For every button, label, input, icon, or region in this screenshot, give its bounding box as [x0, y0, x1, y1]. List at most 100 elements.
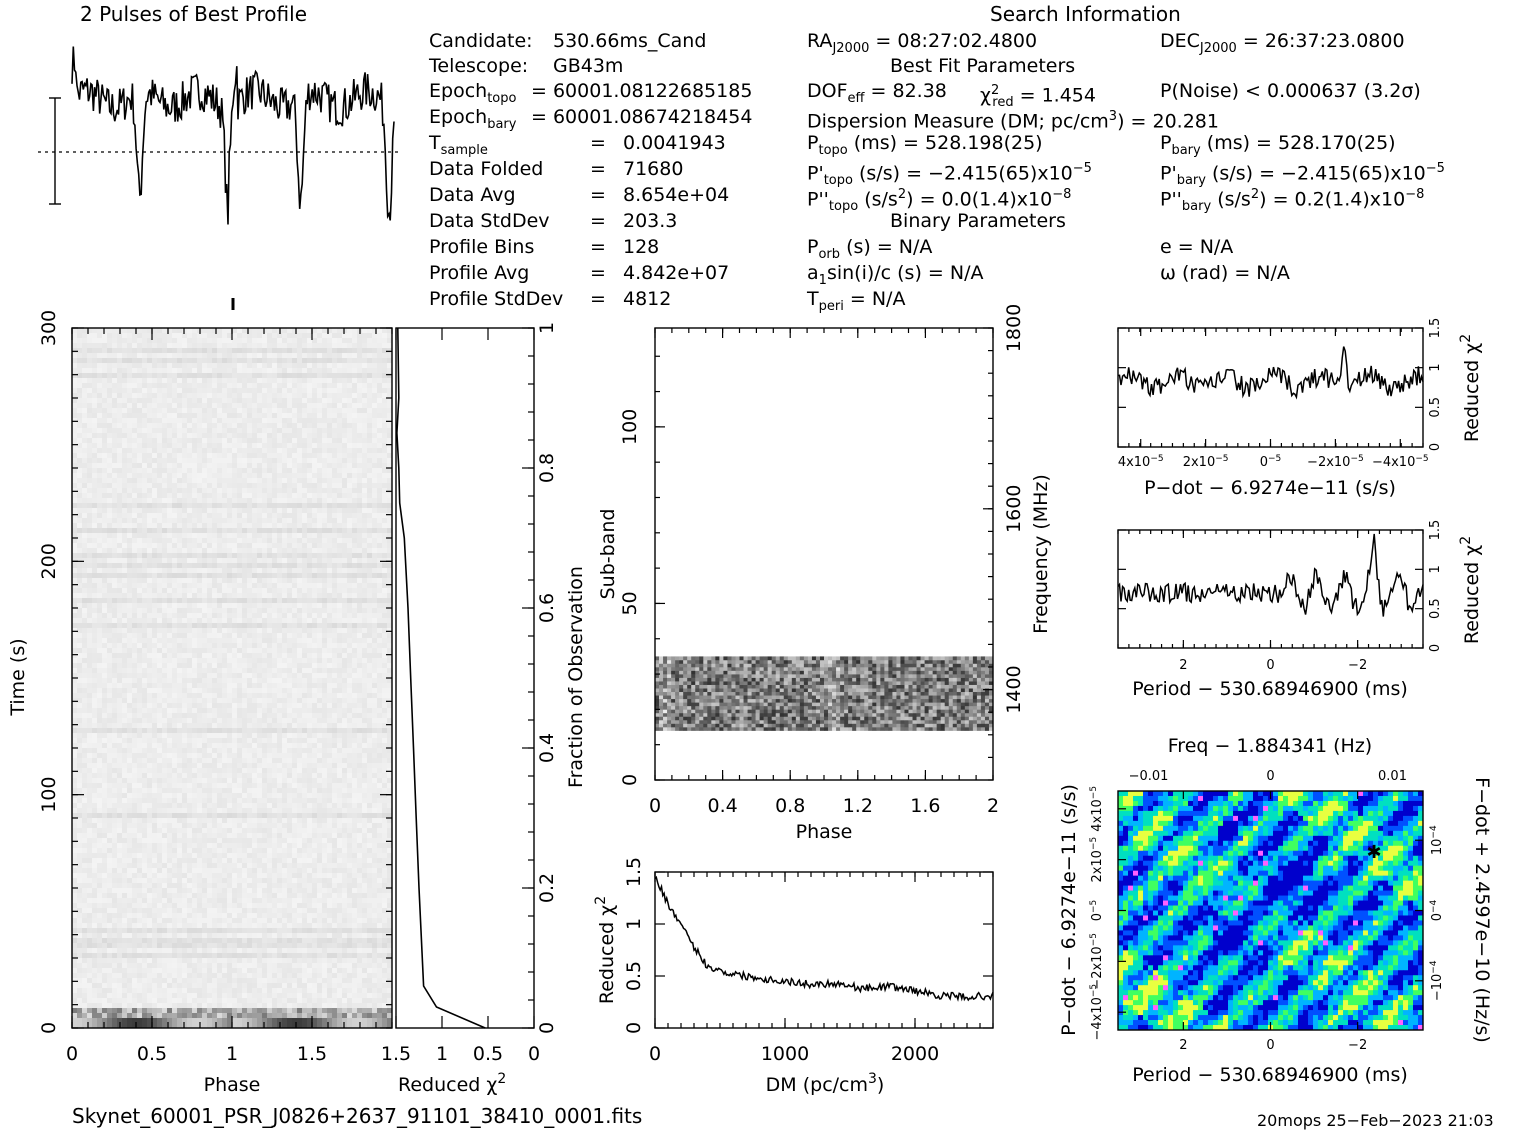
- time-phase-cell: [172, 368, 178, 374]
- time-phase-cell: [207, 558, 213, 564]
- time-phase-cell: [367, 508, 373, 514]
- ptopo-text: Ptopo (ms) = 528.198(25): [807, 132, 1043, 158]
- time-phase-cell: [187, 403, 193, 409]
- time-phase-cell: [112, 548, 118, 554]
- time-phase-cell: [147, 363, 153, 369]
- time-phase-cell: [117, 608, 123, 614]
- time-phase-cell: [167, 448, 173, 454]
- time-phase-cell: [222, 438, 228, 444]
- time-phase-cell: [92, 598, 98, 604]
- time-phase-cell: [282, 693, 288, 699]
- time-phase-cell: [207, 668, 213, 674]
- time-phase-cell: [367, 348, 373, 354]
- time-phase-cell: [177, 368, 183, 374]
- time-phase-cell: [297, 358, 303, 364]
- time-phase-cell: [197, 618, 203, 624]
- time-phase-cell: [312, 583, 318, 589]
- time-phase-cell: [102, 668, 108, 674]
- time-phase-cell: [112, 653, 118, 659]
- time-phase-cell: [182, 603, 188, 609]
- time-phase-cell: [197, 678, 203, 684]
- time-phase-cell: [337, 413, 343, 419]
- time-phase-cell: [182, 453, 188, 459]
- time-phase-cell: [332, 648, 338, 654]
- time-phase-cell: [277, 428, 283, 434]
- time-phase-cell: [212, 453, 218, 459]
- time-phase-cell: [317, 408, 323, 414]
- binary-title: Binary Parameters: [890, 210, 1066, 232]
- time-phase-cell: [342, 523, 348, 529]
- time-phase-cell: [97, 353, 103, 359]
- time-phase-cell: [282, 443, 288, 449]
- time-phase-cell: [272, 453, 278, 459]
- time-phase-cell: [202, 343, 208, 349]
- time-phase-cell: [97, 428, 103, 434]
- time-phase-cell: [87, 608, 93, 614]
- time-phase-cell: [117, 563, 123, 569]
- time-phase-cell: [292, 413, 298, 419]
- time-phase-cell: [332, 658, 338, 664]
- time-phase-cell: [182, 638, 188, 644]
- time-phase-cell: [232, 553, 238, 559]
- time-phase-cell: [212, 518, 218, 524]
- time-phase-cell: [187, 378, 193, 384]
- time-phase-cell: [167, 443, 173, 449]
- time-phase-cell: [132, 673, 138, 679]
- time-phase-cell: [187, 373, 193, 379]
- time-phase-cell: [382, 523, 388, 529]
- time-phase-cell: [347, 423, 353, 429]
- time-phase-cell: [297, 378, 303, 384]
- time-phase-cell: [347, 398, 353, 404]
- time-phase-cell: [282, 343, 288, 349]
- time-phase-cell: [232, 668, 238, 674]
- time-phase-cell: [222, 553, 228, 559]
- time-phase-cell: [297, 518, 303, 524]
- time-phase-cell: [312, 663, 318, 669]
- time-phase-cell: [372, 443, 378, 449]
- time-phase-cell: [172, 478, 178, 484]
- time-phase-cell: [372, 558, 378, 564]
- time-phase-cell: [347, 333, 353, 339]
- time-phase-cell: [267, 523, 273, 529]
- time-phase-cell: [192, 668, 198, 674]
- time-phase-cell: [82, 693, 88, 699]
- time-phase-cell: [237, 493, 243, 499]
- time-phase-cell: [102, 423, 108, 429]
- time-phase-cell: [77, 463, 83, 469]
- time-phase-cell: [172, 623, 178, 629]
- time-phase-cell: [187, 568, 193, 574]
- time-phase-cell: [292, 428, 298, 434]
- time-phase-cell: [222, 463, 228, 469]
- time-phase-cell: [307, 563, 313, 569]
- time-phase-cell: [77, 428, 83, 434]
- time-phase-cell: [322, 418, 328, 424]
- time-phase-cell: [312, 528, 318, 534]
- time-phase-cell: [77, 633, 83, 639]
- time-phase-cell: [192, 653, 198, 659]
- time-phase-cell: [212, 538, 218, 544]
- time-phase-cell: [322, 603, 328, 609]
- time-phase-cell: [152, 543, 158, 549]
- time-phase-cell: [307, 418, 313, 424]
- time-phase-cell: [297, 338, 303, 344]
- time-phase-cell: [207, 463, 213, 469]
- time-phase-cell: [187, 678, 193, 684]
- time-phase-cell: [197, 483, 203, 489]
- time-phase-cell: [122, 513, 128, 519]
- time-phase-cell: [97, 333, 103, 339]
- time-phase-cell: [267, 693, 273, 699]
- time-phase-cell: [382, 593, 388, 599]
- time-phase-cell: [237, 638, 243, 644]
- time-phase-cell: [322, 448, 328, 454]
- time-phase-cell: [187, 413, 193, 419]
- time-phase-cell: [277, 408, 283, 414]
- time-phase-cell: [202, 463, 208, 469]
- time-phase-cell: [102, 628, 108, 634]
- time-phase-cell: [82, 698, 88, 704]
- time-phase-cell: [232, 423, 238, 429]
- time-phase-cell: [387, 383, 392, 389]
- time-phase-cell: [312, 508, 318, 514]
- time-phase-cell: [252, 663, 258, 669]
- time-phase-cell: [247, 688, 253, 694]
- time-phase-cell: [157, 378, 163, 384]
